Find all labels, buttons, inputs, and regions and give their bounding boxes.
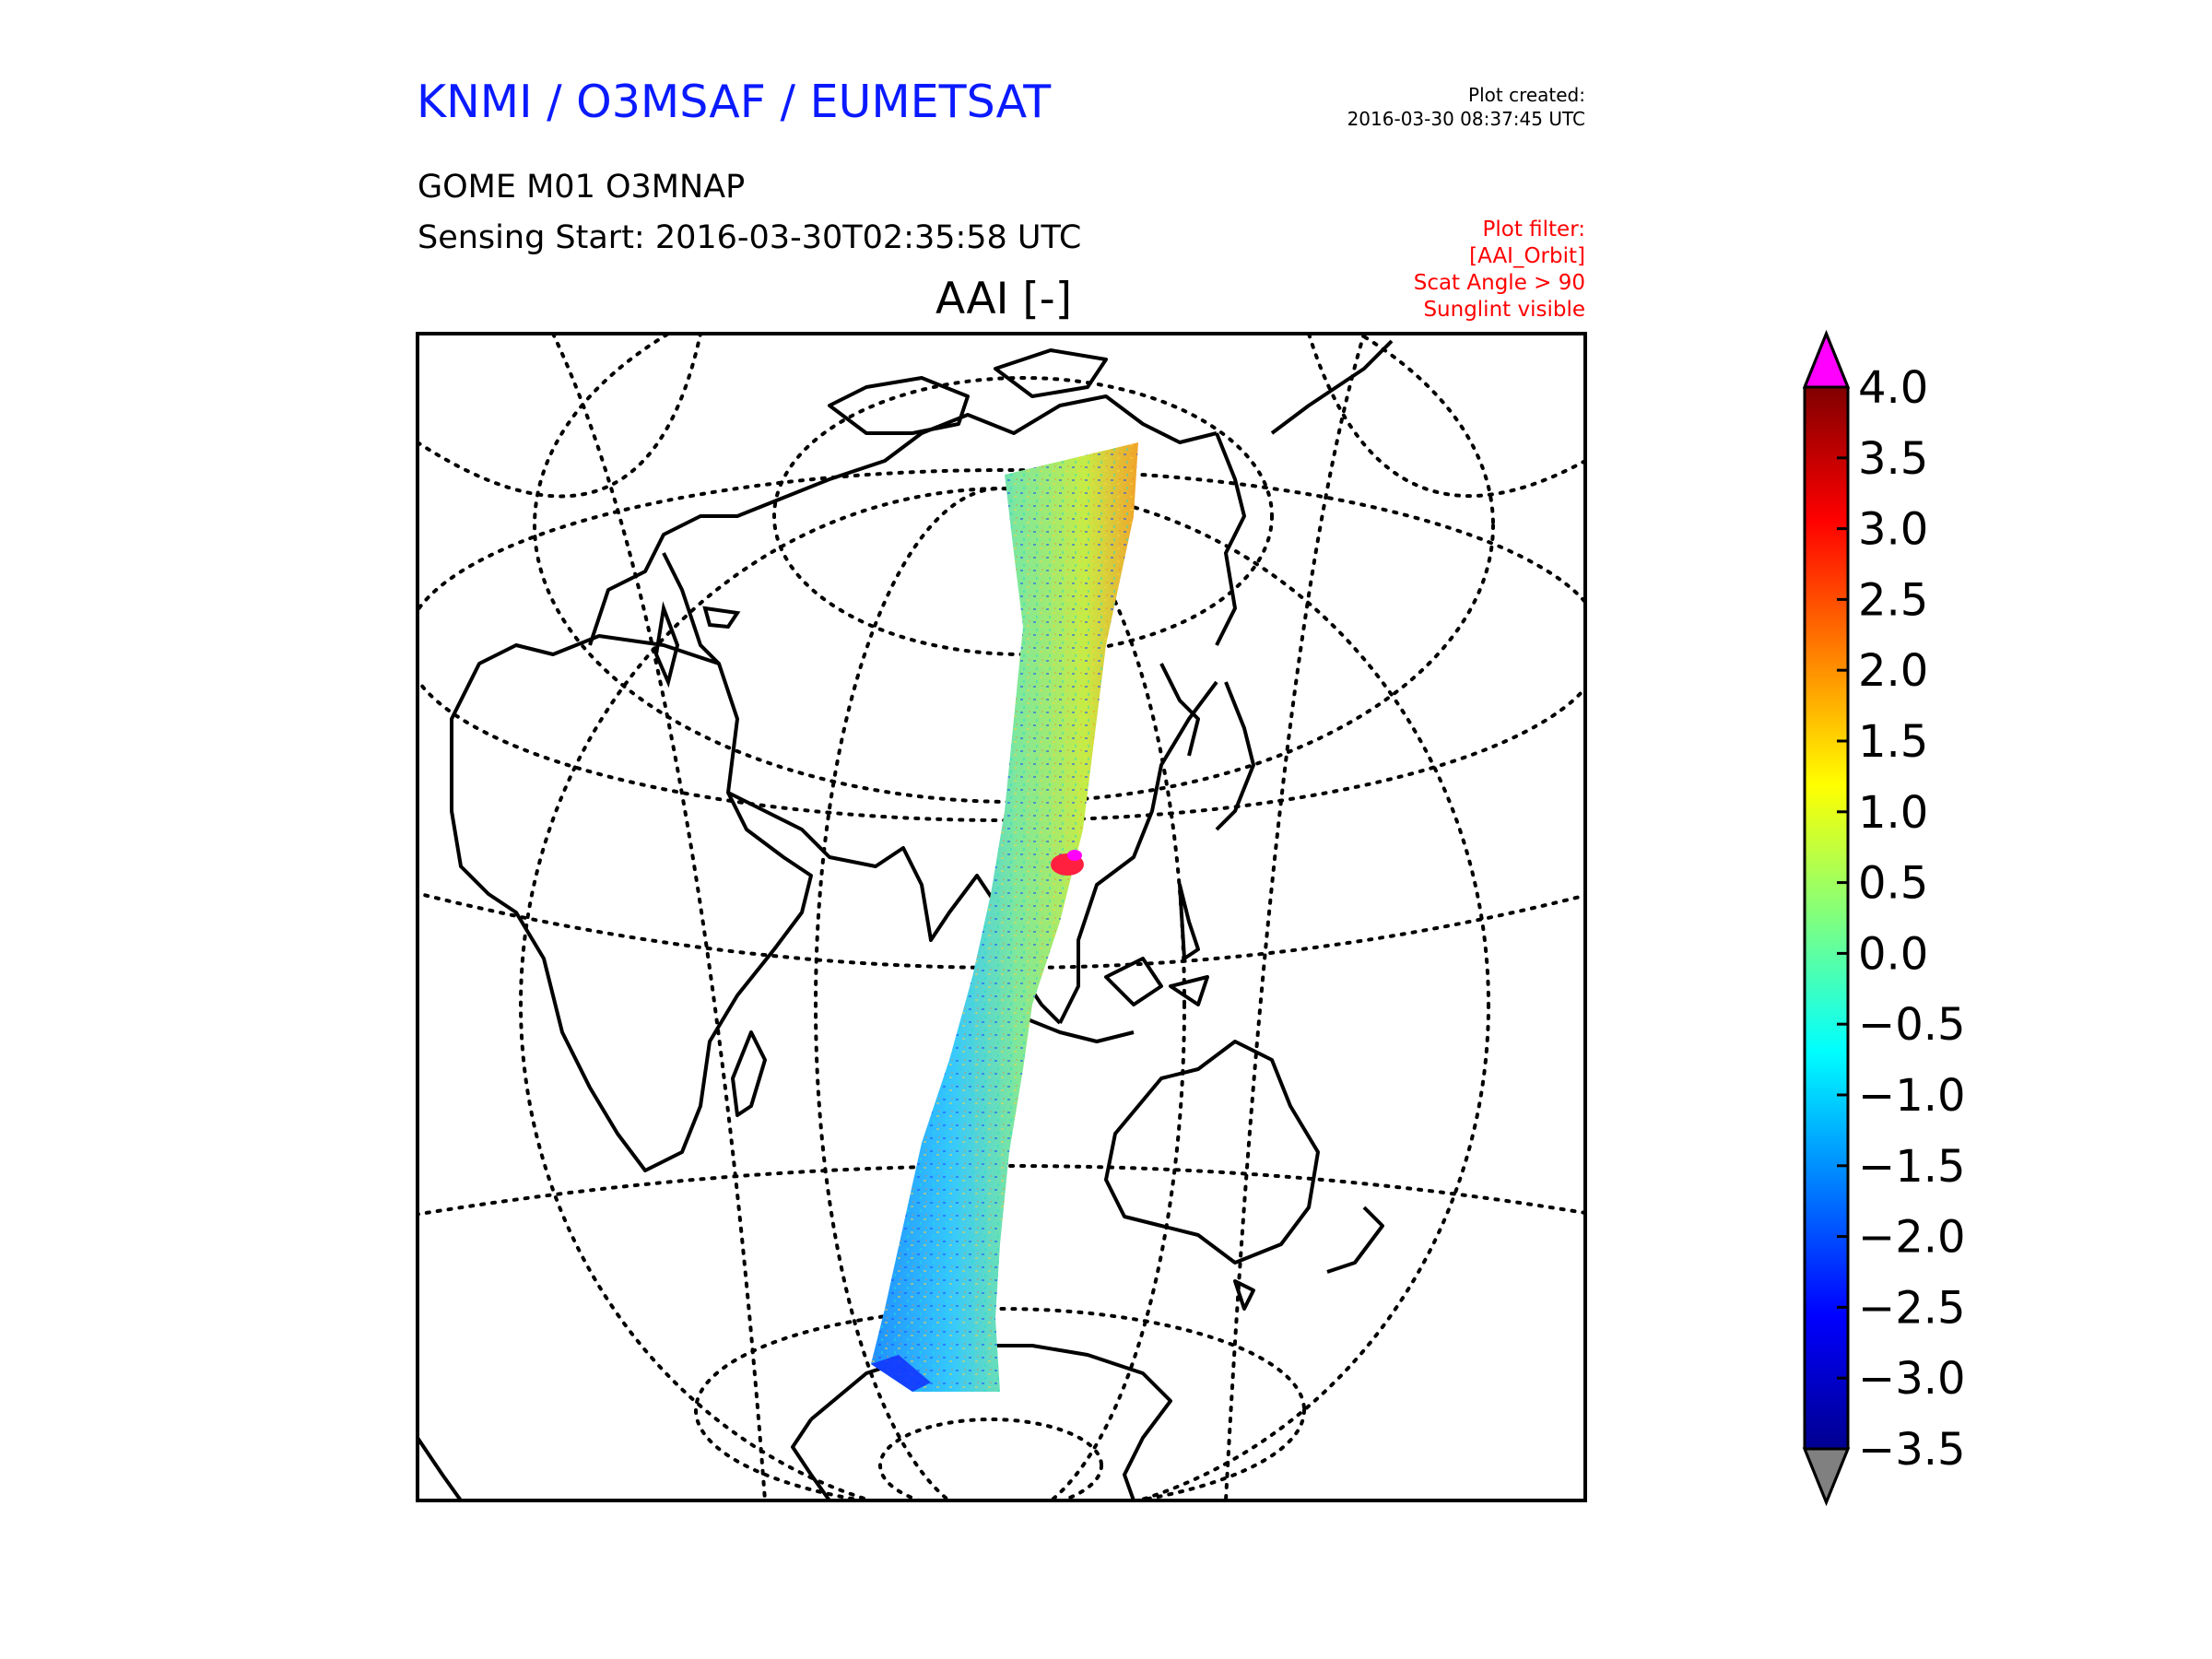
colorbar-tick-label: 2.0 [1858, 645, 1928, 697]
graticule [418, 334, 1585, 1500]
plot-filter: Plot filter: [AAI_Orbit] Scat Angle > 90… [1414, 217, 1585, 324]
colorbar-tick-label: −0.5 [1858, 999, 1966, 1051]
filter-line: Scat Angle > 90 [1413, 271, 1585, 295]
plot-created-value: 2016-03-30 08:37:45 UTC [1347, 108, 1585, 130]
plot-created-label: Plot created: [1468, 84, 1585, 106]
product-name: GOME M01 O3MNAP [418, 169, 746, 206]
filter-line: [AAI_Orbit] [1469, 244, 1585, 268]
plot-created: Plot created: 2016-03-30 08:37:45 UTC [1347, 83, 1585, 131]
map-area [418, 334, 1585, 1500]
colorbar-tick-label: −2.0 [1858, 1212, 1966, 1264]
colorbar-gradient [1805, 387, 1848, 1449]
colorbar-tick-label: −1.0 [1858, 1070, 1966, 1122]
filter-line: Plot filter: [1482, 218, 1585, 241]
map-frame [416, 332, 1587, 1502]
organization-title: KNMI / O3MSAF / EUMETSAT [417, 76, 1052, 128]
colorbar-ticks: 4.0 3.5 3.0 2.5 2.0 1.5 1.0 0.5 0.0 −0.5 −1.0 −1.5 −… [1837, 362, 1966, 1476]
colorbar-tick-label: 3.5 [1858, 433, 1928, 485]
colorbar-tick-label: 4.0 [1858, 362, 1928, 414]
colorbar-tick-label: 0.5 [1858, 858, 1928, 910]
colorbar-tick-label: −1.5 [1858, 1141, 1966, 1193]
colorbar-under-extension [1802, 1447, 1851, 1506]
colorbar-tick-label: 3.0 [1858, 504, 1928, 556]
colorbar: 4.0 3.5 3.0 2.5 2.0 1.5 1.0 0.5 0.0 −0.5 −1.0 −1.5 −… [1802, 330, 1966, 1506]
colorbar-tick-label: 1.5 [1858, 716, 1928, 768]
coastlines [418, 339, 1394, 1500]
colorbar-tick-label: 2.5 [1858, 574, 1928, 626]
colorbar-tick-label: −3.0 [1858, 1353, 1966, 1405]
colorbar-tick-label: 0.0 [1858, 928, 1928, 980]
map-title: AAI [-] [935, 274, 1073, 324]
colorbar-tick-label: 1.0 [1858, 787, 1928, 839]
inland-waters [653, 601, 741, 688]
colorbar-over-extension [1802, 330, 1851, 389]
aai-swath [871, 442, 1138, 1392]
filter-line: Sunglint visible [1423, 298, 1585, 322]
colorbar-tick-label: −2.5 [1858, 1282, 1966, 1334]
sensing-start: Sensing Start: 2016-03-30T02:35:58 UTC [418, 219, 1082, 256]
colorbar-tick-label: −3.5 [1858, 1424, 1966, 1476]
